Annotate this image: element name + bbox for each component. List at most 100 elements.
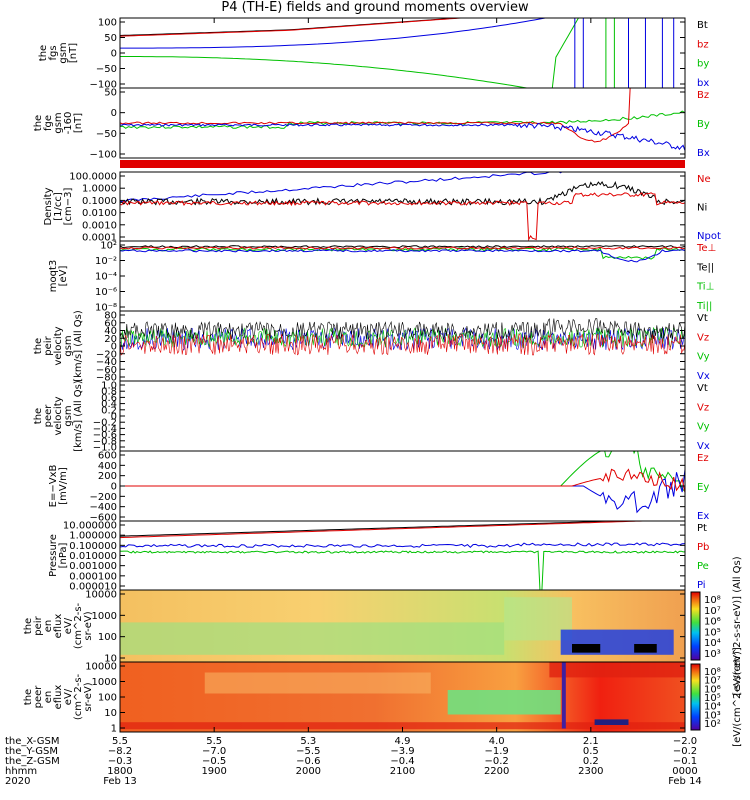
y-tick-label: −20 bbox=[96, 349, 117, 360]
figure-title: P4 (TH-E) fields and ground moments over… bbox=[221, 0, 529, 15]
legend-entry: by bbox=[697, 59, 709, 70]
series-ex bbox=[120, 469, 685, 514]
plot-area bbox=[120, 521, 685, 590]
x-row-value: −7.0 bbox=[202, 746, 226, 757]
legend-entry: Pb bbox=[697, 542, 709, 553]
y-tick-label: −80 bbox=[96, 373, 117, 384]
y-axis-label-line: E=−VxB bbox=[48, 465, 59, 508]
y-tick-label: 10000 bbox=[85, 662, 117, 673]
y-axis-label-line: (cm^2-s- bbox=[73, 673, 84, 720]
low-energy-band bbox=[120, 722, 685, 730]
y-tick-label: −60 bbox=[96, 365, 117, 376]
panel-fge: 50 0 −50 −100 the fge gsm -160 [nT] Bz By Bx bbox=[33, 87, 710, 161]
y-axis-label-line: peer bbox=[43, 404, 54, 428]
y-axis-label-line: [cm−3] bbox=[63, 188, 74, 226]
plot-area bbox=[120, 245, 685, 263]
y-tick-label: −100 bbox=[90, 150, 117, 161]
series-pi bbox=[120, 542, 685, 548]
y-tick-label: 0.001000 bbox=[69, 561, 117, 572]
mid-band bbox=[204, 672, 431, 694]
y-axis-label-line: velocity bbox=[53, 396, 64, 435]
series-by bbox=[120, 18, 580, 88]
y-tick-label: 100 bbox=[98, 18, 117, 29]
y-tick-label: 400 bbox=[98, 461, 117, 472]
x-row-value: −2.0 bbox=[673, 736, 697, 747]
y-tick-label: 0.1000 bbox=[82, 196, 117, 207]
data-gap-bar bbox=[561, 662, 566, 729]
y-tick-label: −0.8 bbox=[93, 436, 117, 447]
low-flux-patch bbox=[594, 719, 629, 725]
y-tick-label: 0.000100 bbox=[69, 571, 117, 582]
legend: Te⊥ Te|| Ti⊥ Ti|| bbox=[696, 243, 716, 312]
y-axis-label-line: [nT] bbox=[68, 43, 79, 63]
y-tick-label: 50 bbox=[104, 88, 117, 99]
series-npot bbox=[120, 172, 569, 203]
colorbar-tick-label: 10² bbox=[704, 719, 721, 730]
colorbar-tick-label: 10⁷ bbox=[704, 606, 721, 617]
x-row-value: −0.6 bbox=[296, 756, 320, 767]
colorbar-tick-label: 10⁴ bbox=[704, 638, 721, 649]
legend: Ez Ey Ex bbox=[697, 453, 709, 522]
y-tick-label: −1.0 bbox=[93, 443, 117, 454]
panel-temperature: 10² 10⁻² 10⁻⁴ 10⁻⁶ 10⁻⁸ moqt3 [eV] Te⊥ Te|| Ti⊥ Ti… bbox=[48, 240, 716, 314]
series-pb bbox=[120, 521, 657, 539]
y-tick-label: 0.8 bbox=[101, 387, 117, 398]
y-axis-label-line: velocity bbox=[53, 326, 64, 365]
legend-entry: Bx bbox=[697, 148, 710, 159]
legend-entry: Vy bbox=[697, 422, 710, 433]
y-axis-label: the fgs gsm [nT] bbox=[38, 42, 79, 63]
legend-entry: Ex bbox=[697, 511, 709, 522]
plot-area bbox=[120, 88, 685, 151]
y-axis-label-line: fgs bbox=[48, 45, 59, 60]
y-tick-label: 0 bbox=[111, 342, 117, 353]
y-axis-label-line: -160 bbox=[63, 112, 74, 135]
y-axis-label-line: gsm bbox=[63, 335, 74, 356]
y-axis-label-line: [km/s] (All Qs) bbox=[73, 310, 84, 382]
x-row-value: 0000 bbox=[672, 766, 697, 777]
y-tick-label: 0.2 bbox=[101, 405, 117, 416]
y-axis-label-line: peir bbox=[33, 615, 44, 635]
y-tick-label: 60 bbox=[104, 318, 117, 329]
x-row-value: 0.5 bbox=[583, 746, 599, 757]
colorbar-label-text: [eV/(cm^2-s-sr-eV)] (All Qs) bbox=[732, 556, 743, 695]
x-row-value: 1900 bbox=[201, 766, 226, 777]
series-ni bbox=[120, 181, 685, 206]
x-row-value: −0.5 bbox=[202, 756, 226, 767]
panel-peer_spec: 10000 1000 100 10 1 the peer en eflux eV/(cm^2-s-… bbox=[23, 647, 743, 747]
y-tick-label: −600 bbox=[90, 513, 117, 524]
colorbar-label-text: [eV/(cm^2-s-sr-eV)] bbox=[732, 647, 743, 747]
legend-entry: Bz bbox=[697, 90, 709, 101]
plot-area bbox=[120, 451, 685, 514]
colorbar-label: [eV/(cm^2-s-sr-eV)] bbox=[732, 647, 743, 747]
x-row-value: 2100 bbox=[390, 766, 415, 777]
y-axis-label-line: gsm bbox=[58, 42, 69, 63]
y-axis-label-line: the bbox=[38, 45, 49, 61]
y-tick-label: 10² bbox=[100, 241, 117, 252]
x-row-value: 5.5 bbox=[206, 736, 222, 747]
x-row-value: 4.0 bbox=[489, 736, 505, 747]
low-energy-band bbox=[120, 622, 505, 655]
y-tick-label: 0.0010 bbox=[82, 220, 117, 231]
y-tick-label: −400 bbox=[90, 502, 117, 513]
y-axis-label-line: eflux bbox=[53, 685, 64, 710]
y-axis-label-line: [km/s] (All Qs) bbox=[73, 380, 84, 452]
legend-entry: Te⊥ bbox=[696, 243, 716, 254]
legend-entry: Vz bbox=[697, 402, 709, 413]
legend: Vt Vz Vy Vx bbox=[697, 313, 710, 382]
y-tick-label: 10⁻⁸ bbox=[95, 303, 117, 314]
y-axis-label-line: [eV] bbox=[58, 266, 69, 287]
series-te-para bbox=[120, 245, 685, 249]
y-tick-label: 50 bbox=[104, 33, 117, 44]
x-row-value: −5.5 bbox=[296, 746, 320, 757]
legend-entry: Vt bbox=[697, 313, 708, 324]
hot-band bbox=[549, 662, 685, 678]
colorbar-tick-label: 10³ bbox=[704, 649, 721, 660]
y-tick-label: 10⁻⁶ bbox=[95, 287, 117, 298]
y-axis-label: the fge gsm -160 [nT] bbox=[33, 112, 84, 135]
y-tick-label: 0.0100 bbox=[82, 208, 117, 219]
series-vy bbox=[120, 326, 685, 348]
y-axis-label-line: sr-eV) bbox=[83, 611, 94, 640]
